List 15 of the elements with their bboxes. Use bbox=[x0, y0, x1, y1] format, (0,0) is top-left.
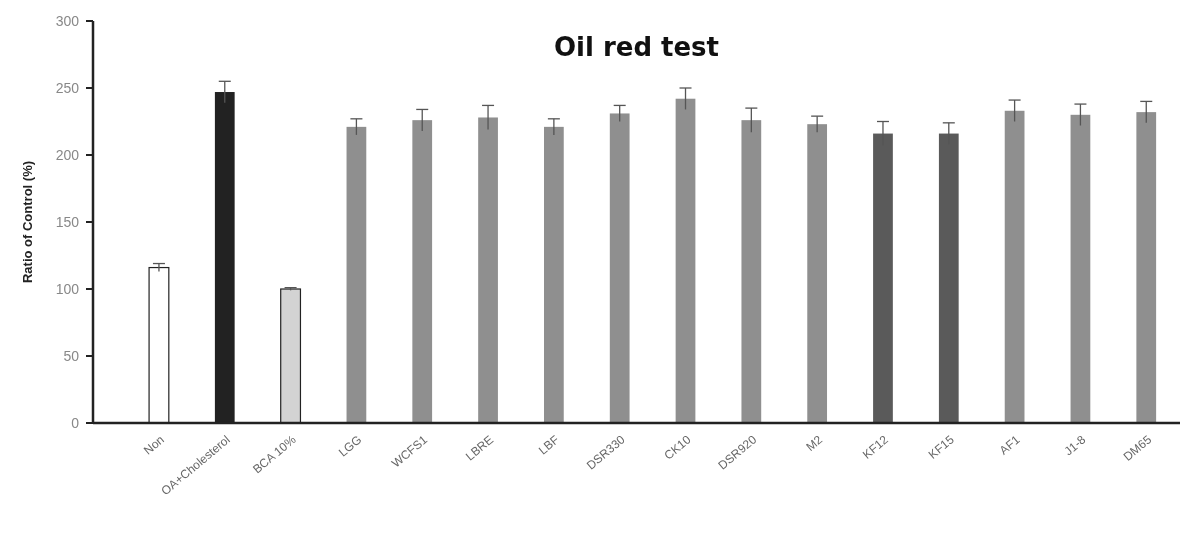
chart-title: Oil red test bbox=[553, 32, 720, 62]
y-tick-label: 200 bbox=[55, 146, 80, 163]
x-tick-label: M2 bbox=[803, 432, 826, 455]
y-tick-label: 0 bbox=[71, 414, 80, 431]
y-tick-label: 100 bbox=[55, 280, 80, 297]
y-tick-label: 150 bbox=[55, 213, 80, 230]
x-tick-label: AF1 bbox=[996, 432, 1023, 458]
y-tick-label: 50 bbox=[63, 347, 80, 364]
y-axis-title: Ratio of Control (%) bbox=[20, 160, 35, 284]
x-tick-label: Non bbox=[141, 432, 167, 458]
x-tick-label: J1-8 bbox=[1061, 432, 1089, 459]
y-tick-label: 300 bbox=[55, 12, 80, 29]
x-tick-label: LBF bbox=[535, 432, 562, 458]
x-tick-label: BCA 10% bbox=[250, 432, 299, 477]
y-tick-label: 250 bbox=[55, 79, 80, 96]
